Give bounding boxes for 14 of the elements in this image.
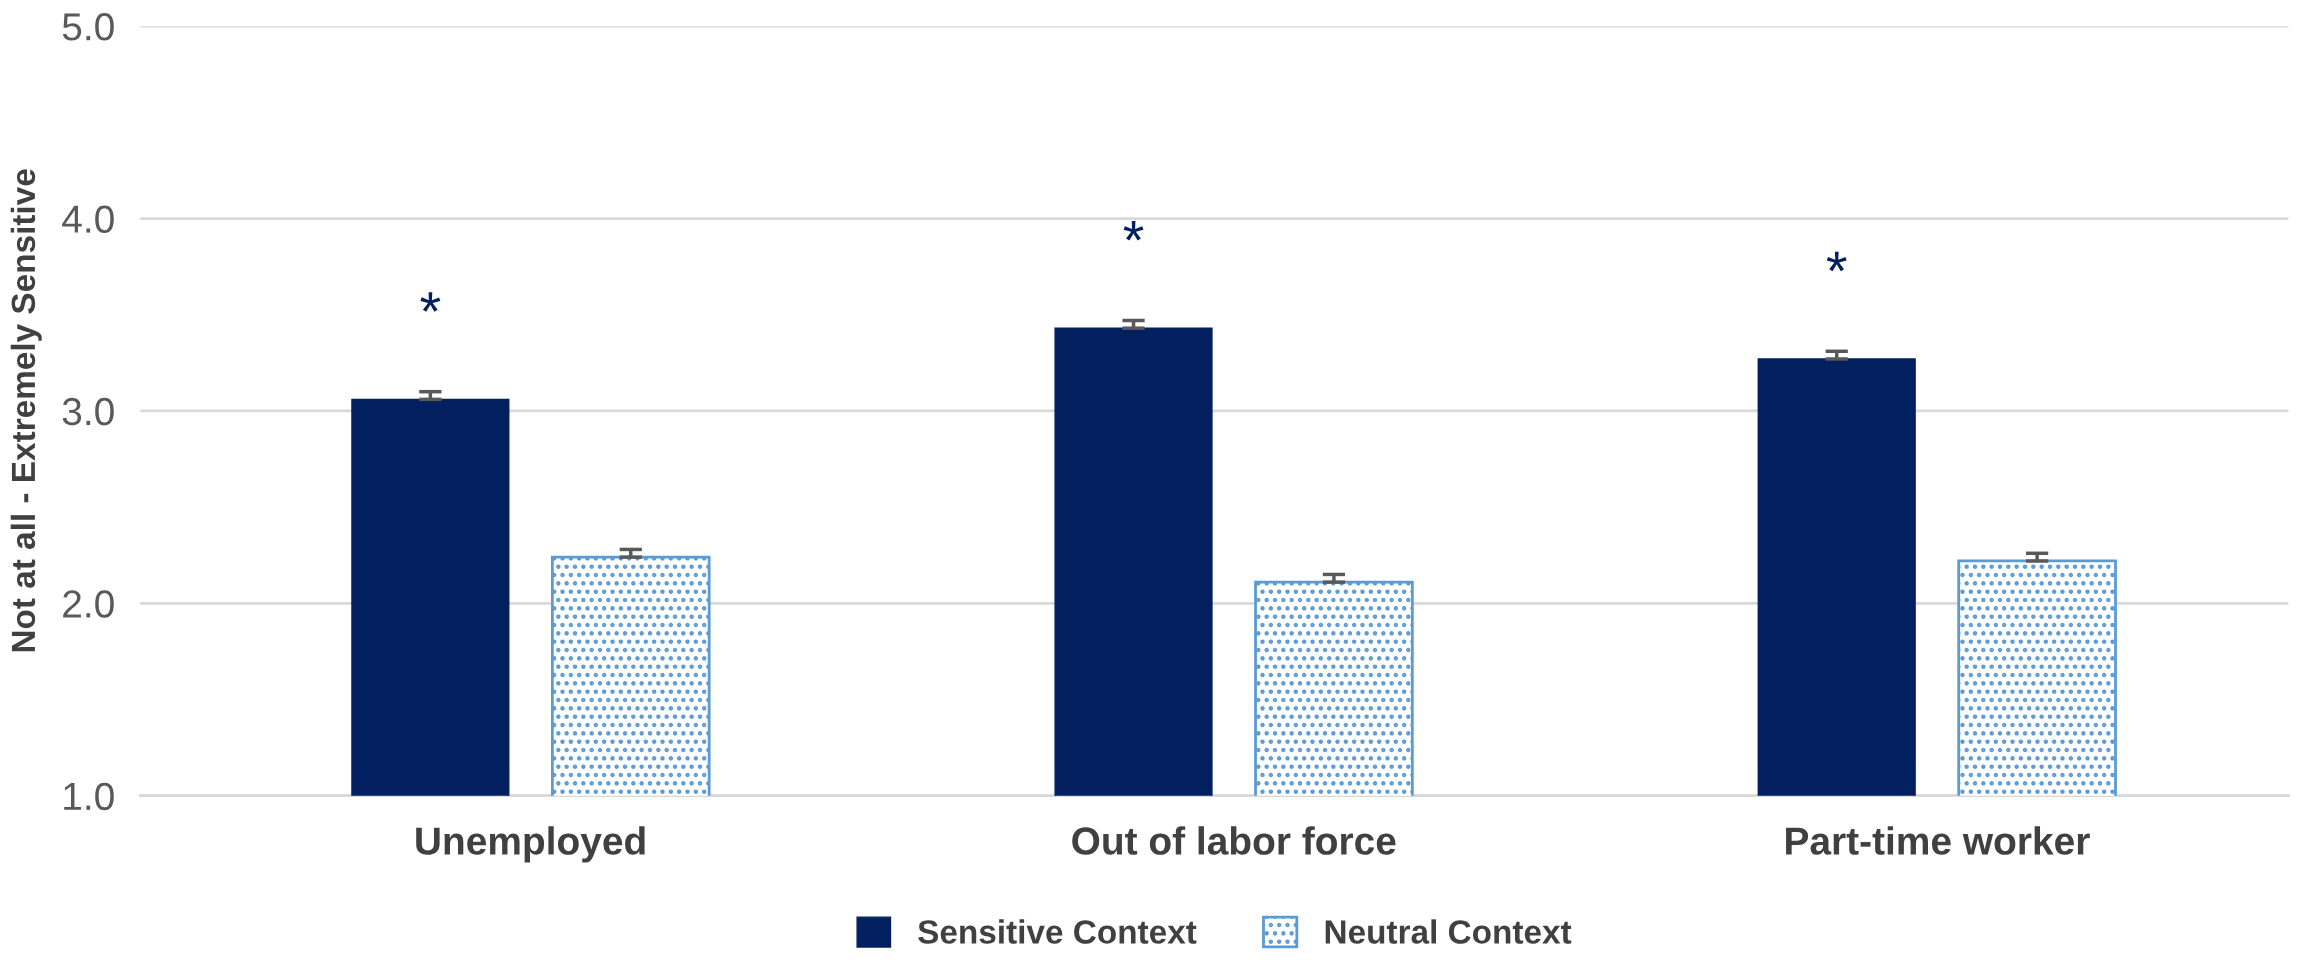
y-axis-title: Not at all - Extremely Sensitive: [10, 169, 42, 652]
y-tick-label: 5.0: [62, 13, 114, 41]
y-tick-label: 3.0: [62, 397, 114, 426]
annotation: *: [420, 292, 441, 312]
x-tick-label: Part-time worker: [1786, 826, 2090, 855]
annotation: *: [1826, 251, 1847, 272]
y-tick-label: 2.0: [63, 590, 114, 618]
legend-label: Sensitive Context: [918, 919, 1197, 944]
x-tick-label: Unemployed: [416, 826, 645, 863]
y-tick-label: 1.0: [64, 782, 114, 811]
y-tick-label: 4.0: [62, 205, 114, 233]
annotation: *: [1123, 221, 1144, 241]
legend-label: Neutral Context: [1325, 919, 1572, 944]
x-tick-label: Out of labor force: [1072, 826, 1396, 855]
